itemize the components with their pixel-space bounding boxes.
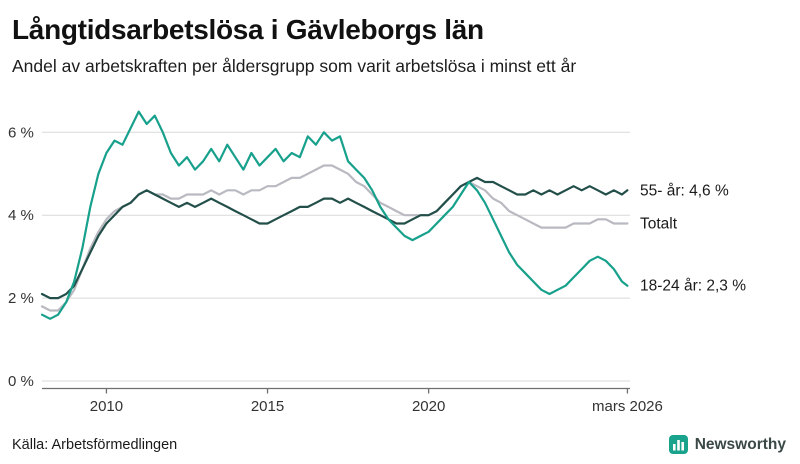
newsworthy-logo[interactable]: Newsworthy (668, 435, 786, 454)
series-end-label-0: Totalt (640, 216, 678, 233)
newsworthy-wordmark: Newsworthy (694, 435, 786, 453)
series-line-1 (40, 176, 629, 300)
chart-subtitle: Andel av arbetskraften per åldersgrupp s… (12, 56, 577, 77)
newsworthy-bar-chart-icon (668, 435, 688, 454)
x-axis-tick-label: mars 2026 (592, 398, 663, 415)
x-axis-tick-label: 2020 (412, 398, 445, 415)
y-axis-tick-label: 0 % (8, 373, 34, 390)
line-chart: 0 % 2 % 4 % 6 % 2010 2015 2020 mars 2026 Totalt 5… (8, 110, 746, 415)
y-axis-tick-label: 6 % (8, 124, 34, 141)
series-end-label-2: 18-24 år: 2,3 % (640, 278, 746, 295)
chart-footer: Källa: Arbetsförmedlingen Newsworthy (12, 435, 786, 454)
y-axis-tick-label: 2 % (8, 290, 34, 307)
series-line-2 (40, 110, 629, 321)
y-axis-tick-label: 4 % (8, 207, 34, 224)
chart-card: Långtidsarbetslösa i Gävleborgs län Ande… (0, 14, 800, 464)
chart-title: Långtidsarbetslösa i Gävleborgs län (12, 14, 484, 45)
x-axis-tick-label: 2010 (90, 398, 123, 415)
series-end-label-1: 55- år: 4,6 % (640, 183, 729, 200)
x-axis-tick-label: 2015 (251, 398, 284, 415)
source-note: Källa: Arbetsförmedlingen (12, 436, 178, 453)
